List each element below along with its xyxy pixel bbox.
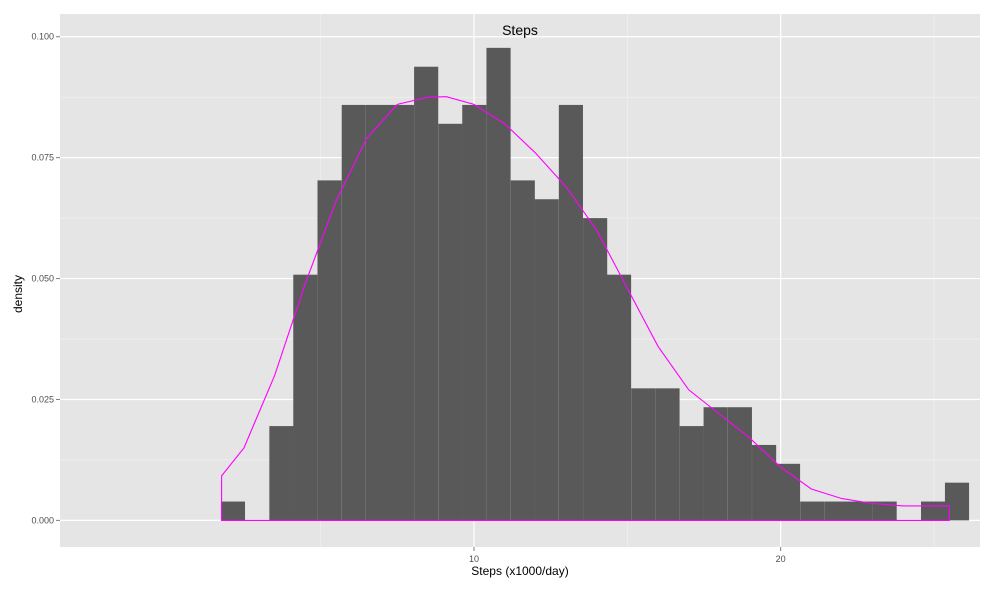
y-axis-ticks: 0.000 0.025 0.050 0.075 0.100 bbox=[31, 32, 60, 525]
y-tick-label: 0.000 bbox=[31, 515, 54, 525]
histogram-bar bbox=[462, 104, 487, 521]
histogram-bar bbox=[944, 482, 970, 521]
chart-title: Steps bbox=[502, 22, 538, 38]
x-tick-label: 10 bbox=[469, 554, 479, 564]
histogram-bar bbox=[872, 501, 897, 521]
histogram-bar bbox=[220, 501, 246, 521]
y-tick-label: 0.025 bbox=[31, 394, 54, 404]
histogram-bar bbox=[486, 47, 511, 521]
histogram-bar bbox=[389, 104, 415, 521]
histogram-bar bbox=[510, 180, 535, 521]
histogram-bar bbox=[679, 426, 704, 521]
histogram-bar bbox=[414, 66, 439, 521]
histogram-bar bbox=[921, 501, 946, 521]
histogram-bar bbox=[727, 407, 752, 521]
y-tick-label: 0.075 bbox=[31, 153, 54, 163]
y-axis-title: density bbox=[11, 275, 25, 313]
histogram-bar bbox=[341, 104, 366, 521]
histogram-bar bbox=[824, 501, 849, 521]
y-tick-label: 0.050 bbox=[31, 274, 54, 284]
histogram-bars bbox=[220, 47, 970, 521]
density-curve-layer bbox=[221, 96, 950, 521]
histogram-bar bbox=[293, 274, 318, 521]
histogram-bar bbox=[365, 104, 391, 521]
histogram-bar bbox=[583, 218, 608, 521]
y-tick-label: 0.100 bbox=[31, 32, 54, 42]
histogram-bar bbox=[800, 501, 825, 521]
x-tick-label: 20 bbox=[776, 554, 786, 564]
histogram-bar bbox=[558, 104, 583, 521]
histogram-bar bbox=[438, 123, 463, 521]
histogram-bar bbox=[703, 407, 728, 521]
histogram-bar bbox=[655, 388, 680, 521]
histogram-bar bbox=[317, 180, 342, 521]
density-curve bbox=[221, 96, 950, 521]
x-axis-title: Steps (x1000/day) bbox=[471, 564, 568, 578]
histogram-bar bbox=[269, 426, 294, 521]
histogram-bar bbox=[752, 444, 777, 521]
histogram-bar bbox=[534, 199, 559, 521]
histogram-bar bbox=[606, 274, 632, 521]
x-axis-ticks: 10 20 bbox=[469, 547, 786, 564]
histogram-bar bbox=[775, 463, 801, 521]
histogram-bar bbox=[631, 388, 656, 521]
histogram-bar bbox=[848, 501, 873, 521]
